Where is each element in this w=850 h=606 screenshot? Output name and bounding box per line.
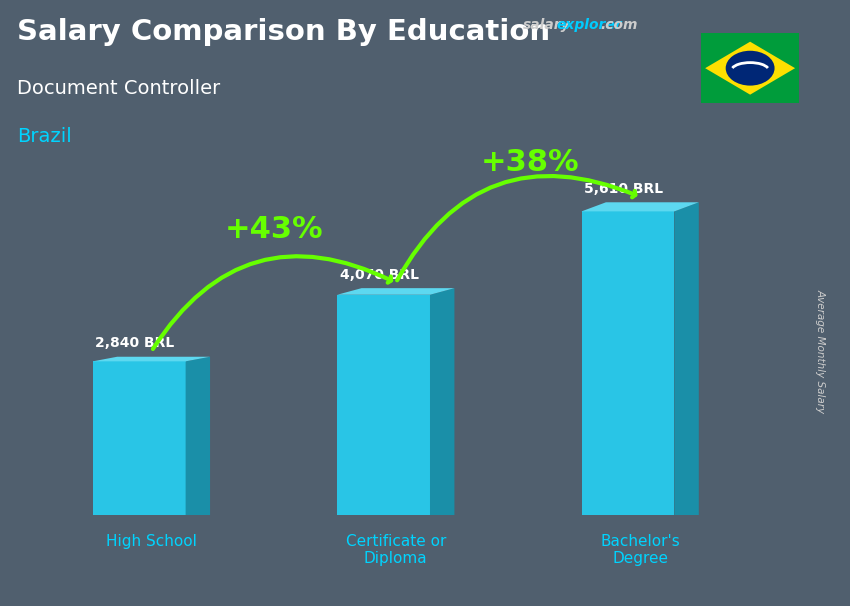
Polygon shape bbox=[337, 288, 455, 295]
Bar bbox=[93, 361, 185, 515]
Polygon shape bbox=[185, 357, 210, 515]
Polygon shape bbox=[430, 288, 455, 515]
Circle shape bbox=[726, 51, 774, 85]
Text: salary: salary bbox=[523, 18, 570, 32]
Text: +43%: +43% bbox=[224, 215, 323, 244]
Text: +38%: +38% bbox=[481, 148, 580, 177]
Text: Salary Comparison By Education: Salary Comparison By Education bbox=[17, 18, 550, 46]
Text: 2,840 BRL: 2,840 BRL bbox=[95, 336, 174, 350]
Text: Bachelor's
Degree: Bachelor's Degree bbox=[600, 534, 680, 567]
Polygon shape bbox=[706, 42, 795, 95]
Text: Document Controller: Document Controller bbox=[17, 79, 220, 98]
Text: 4,070 BRL: 4,070 BRL bbox=[339, 268, 418, 282]
Polygon shape bbox=[93, 357, 210, 361]
Text: explorer: explorer bbox=[557, 18, 622, 32]
Bar bbox=[581, 211, 674, 515]
Text: Certificate or
Diploma: Certificate or Diploma bbox=[346, 534, 446, 567]
Text: .com: .com bbox=[600, 18, 638, 32]
Polygon shape bbox=[581, 202, 699, 211]
Bar bbox=[337, 295, 430, 515]
Text: Brazil: Brazil bbox=[17, 127, 71, 146]
Text: 5,610 BRL: 5,610 BRL bbox=[584, 182, 663, 196]
Text: Average Monthly Salary: Average Monthly Salary bbox=[815, 290, 825, 413]
Polygon shape bbox=[674, 202, 699, 515]
Text: High School: High School bbox=[106, 534, 197, 549]
